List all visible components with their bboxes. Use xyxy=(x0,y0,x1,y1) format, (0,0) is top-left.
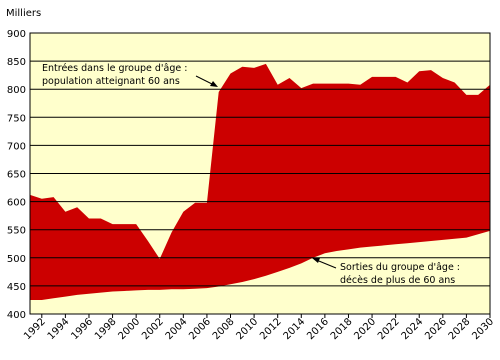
x-tick-label: 2026 xyxy=(423,316,449,342)
x-tick-label: 2012 xyxy=(258,316,284,342)
x-tick-label: 2004 xyxy=(164,316,190,342)
y-tick-label: 600 xyxy=(7,198,26,209)
x-tick-label: 2014 xyxy=(282,316,308,342)
x-tick-label: 2010 xyxy=(234,316,260,342)
y-tick-label: 900 xyxy=(7,29,26,40)
y-tick-label: 800 xyxy=(7,85,26,96)
annotation: population atteignant 60 ans xyxy=(42,76,180,87)
plot-border xyxy=(29,32,491,315)
y-axis-label: Milliers xyxy=(6,8,41,19)
x-tick-label: 2028 xyxy=(447,316,473,342)
y-tick-label: 750 xyxy=(7,113,26,124)
annotation: Entrées dans le groupe d'âge : xyxy=(42,63,187,74)
x-tick-label: 2022 xyxy=(376,316,402,342)
x-tick-label: 2018 xyxy=(329,316,355,342)
arrow-head xyxy=(312,258,320,263)
arrow-head xyxy=(210,81,218,87)
x-tick-label: 2030 xyxy=(470,316,496,342)
annotation: décès de plus de 60 ans xyxy=(340,275,455,286)
x-tick-label: 2002 xyxy=(140,316,166,342)
y-tick-label: 450 xyxy=(7,282,26,293)
x-tick-label: 1996 xyxy=(69,316,95,342)
x-tick-label: 2006 xyxy=(187,316,213,342)
y-tick-label: 650 xyxy=(7,170,26,181)
x-tick-label: 2024 xyxy=(400,316,426,342)
annotation: Sorties du groupe d'âge : xyxy=(340,262,460,273)
y-tick-label: 400 xyxy=(7,310,26,321)
x-tick-label: 1998 xyxy=(93,316,119,342)
y-tick-label: 700 xyxy=(7,141,26,152)
y-tick-label: 550 xyxy=(7,226,26,237)
x-tick-label: 2016 xyxy=(305,316,331,342)
x-tick-label: 1994 xyxy=(46,316,72,342)
x-tick-label: 2000 xyxy=(116,316,142,342)
x-tick-label: 1992 xyxy=(22,316,48,342)
y-tick-label: 850 xyxy=(7,57,26,68)
area xyxy=(30,230,490,314)
x-tick-label: 2020 xyxy=(352,316,378,342)
x-tick-label: 2008 xyxy=(211,316,237,342)
y-tick-label: 500 xyxy=(7,254,26,265)
